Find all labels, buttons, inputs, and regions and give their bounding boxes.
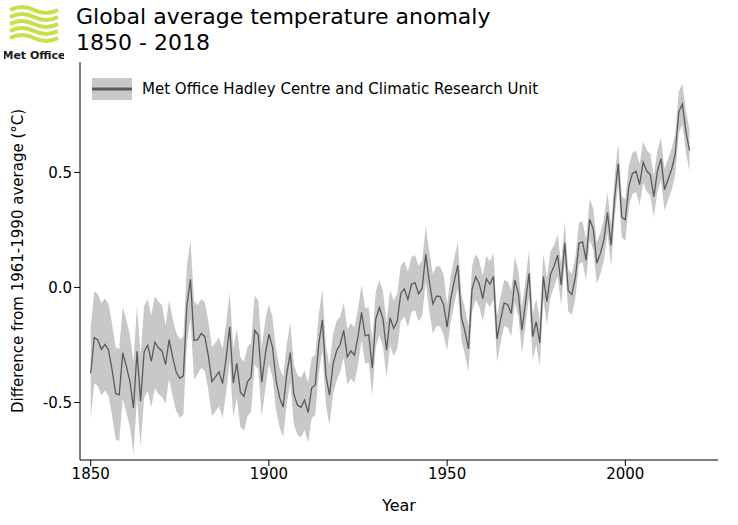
svg-text:2000: 2000 [606,465,644,483]
svg-text:0.0: 0.0 [48,279,72,297]
html-text:Year: Year [382,496,416,515]
html-text:Met Office Hadley Centre and C: Met Office Hadley Centre and Climatic Re… [142,80,539,98]
html-text:Difference from 1961-1990 aver: Difference from 1961-1990 average (°C) [9,108,27,414]
svg-text:-0.5: -0.5 [43,394,72,412]
svg-text:Met Office: Met Office [8,49,64,62]
svg-text:1850: 1850 [72,465,110,483]
svg-text:1900: 1900 [250,465,288,483]
svg-text:1950: 1950 [428,465,466,483]
html-text:Global average temperature ano: Global average temperature anomaly [76,4,491,29]
svg-text:0.5: 0.5 [48,164,72,182]
html-text:1850 - 2018: 1850 - 2018 [76,30,210,55]
